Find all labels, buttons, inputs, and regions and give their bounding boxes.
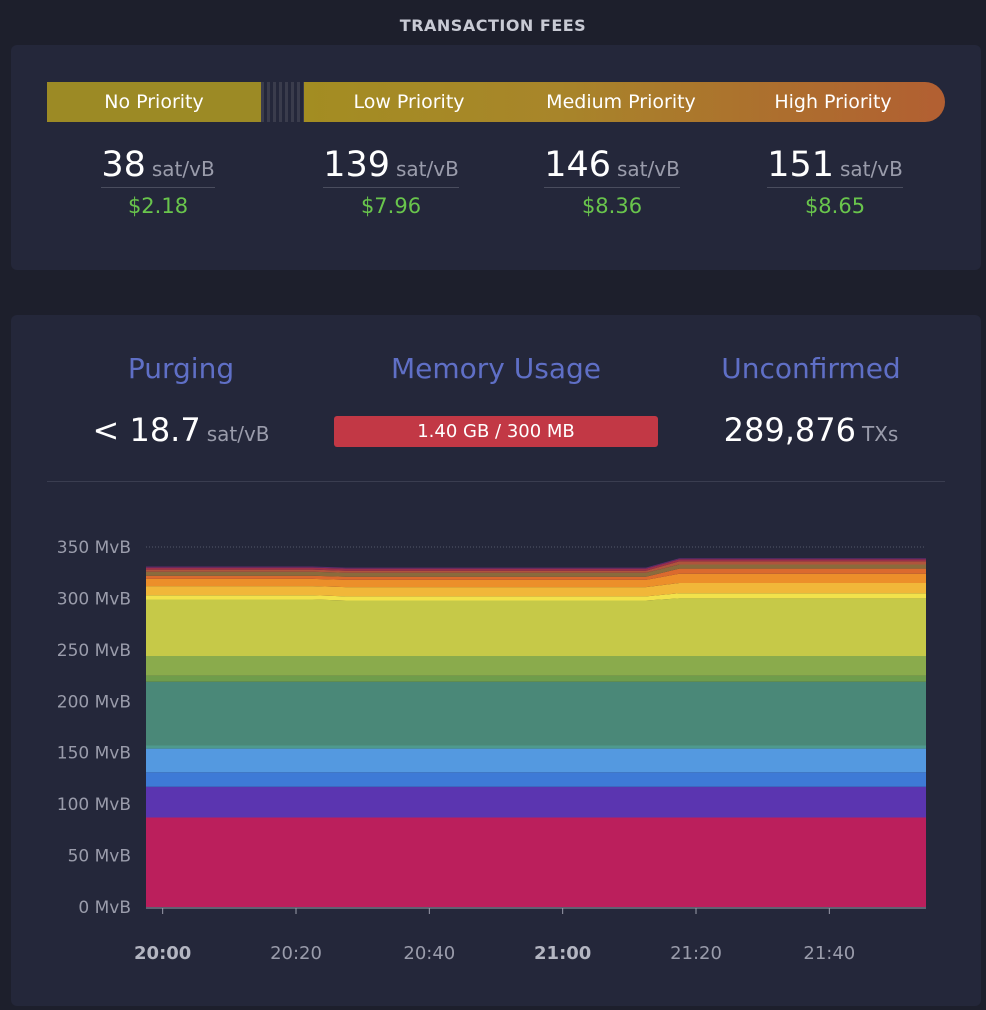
no-priority-label: No Priority [47,82,261,122]
priority-gap-stripes [261,82,304,122]
purging-unit: sat/vB [206,422,270,446]
fee-rate-value: 139 [323,145,390,185]
purging-rate: < 18.7 [92,411,201,449]
fee-usd: $2.18 [127,194,189,218]
fee-rate-unit: sat/vB [840,157,903,181]
fee-rate-unit: sat/vB [151,157,215,181]
area-series-7 [146,656,926,676]
y-tick-label: 350 MvB [57,538,131,558]
area-series-2 [146,772,926,787]
memory-usage-value: 1.40 GB / 300 MB [417,421,575,442]
fee-low-priority: 139 sat/vB $7.96 [305,145,477,218]
area-series-3 [146,748,926,773]
purging-heading: Purging [127,352,235,385]
area-series-5 [146,681,926,746]
area-series-16 [146,558,926,569]
low-priority-label: Low Priority [353,91,465,113]
area-series-9 [146,593,926,601]
y-tick-label: 200 MvB [57,692,131,712]
x-tick-label: 20:20 [270,943,322,964]
divider [47,481,945,482]
unconfirmed-value: 289,876 TXs [701,411,921,449]
mempool-card: Purging Memory Usage Unconfirmed < 18.7 s… [11,315,981,1006]
area-series-10 [146,583,926,597]
priority-bar: No Priority Low Priority Medium Priority… [47,82,945,122]
mempool-chart: 0 MvB 50 MvB 100 MvB 150 MvB 200 MvB 250 MvB 3… [57,538,926,964]
memory-usage-bar: 1.40 GB / 300 MB [334,416,658,447]
high-priority-label: High Priority [774,91,892,113]
area-series-13 [146,564,926,577]
purging-value: < 18.7 sat/vB [81,411,281,449]
unconfirmed-heading: Unconfirmed [721,352,901,385]
y-tick-label: 100 MvB [57,795,131,815]
area-series-1 [146,786,926,818]
fee-rate-value: 38 [101,145,146,185]
area-series-15 [146,559,926,571]
y-tick-label: 0 MvB [78,898,131,918]
fee-rate-unit: sat/vB [617,157,680,181]
unconfirmed-count: 289,876 [723,411,856,449]
x-tick-label: 21:00 [534,943,591,964]
priority-gradient: Low Priority Medium Priority High Priori… [304,82,945,122]
fee-usd: $8.36 [581,194,643,218]
y-tick-label: 250 MvB [57,641,131,661]
fee-rate-value: 146 [544,145,611,185]
area-series-4 [146,745,926,749]
area-series-12 [146,568,926,580]
y-tick-label: 50 MvB [68,847,131,867]
x-tick-label: 21:40 [803,943,855,964]
area-series-14 [146,561,926,573]
fee-rate-unit: sat/vB [396,157,459,181]
area-series-8 [146,598,926,656]
y-tick-label: 150 MvB [57,744,131,764]
x-tick-label: 20:00 [134,943,191,964]
fee-high-priority: 151 sat/vB $8.65 [752,145,918,218]
fees-card: No Priority Low Priority Medium Priority… [11,45,981,270]
fee-rate-value: 151 [767,145,834,185]
x-tick-label: 21:20 [670,943,722,964]
area-series-11 [146,573,926,588]
fee-usd: $7.96 [360,194,422,218]
x-tick-label: 20:40 [403,943,455,964]
fee-usd: $8.65 [804,194,866,218]
area-series-0 [146,817,926,907]
unconfirmed-unit: TXs [861,422,899,446]
fee-medium-priority: 146 sat/vB $8.36 [526,145,698,218]
page-title: TRANSACTION FEES [399,16,587,35]
fee-no-priority: 38 sat/vB $2.18 [75,145,241,218]
area-series-6 [146,675,926,682]
memory-usage-heading: Memory Usage [390,352,601,385]
y-tick-label: 300 MvB [57,589,131,609]
medium-priority-label: Medium Priority [546,91,696,113]
